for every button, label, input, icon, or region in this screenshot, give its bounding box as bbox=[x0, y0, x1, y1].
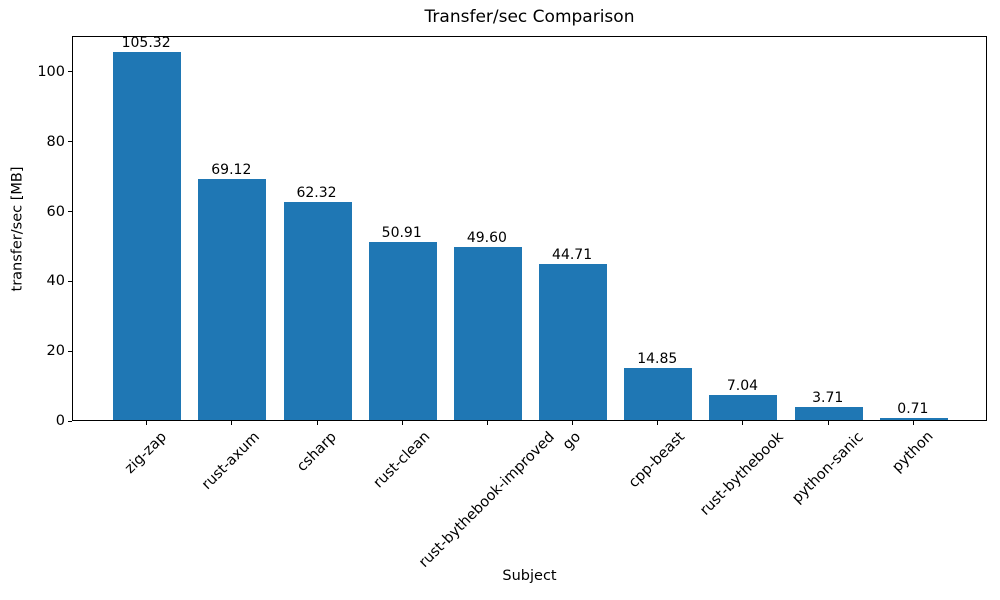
x-tick-mark bbox=[572, 421, 574, 425]
x-tick-mark bbox=[742, 421, 744, 425]
bar bbox=[283, 202, 352, 420]
x-tick-label: rust-bythebook bbox=[697, 428, 788, 519]
bar bbox=[113, 52, 182, 420]
bar bbox=[794, 407, 863, 420]
y-axis-label: transfer/sec [MB] bbox=[9, 166, 26, 291]
x-tick-mark bbox=[912, 421, 914, 425]
bar bbox=[198, 178, 267, 420]
x-tick-label: rust-bythebook-improved bbox=[416, 428, 558, 571]
bar bbox=[539, 263, 608, 420]
x-tick-label: rust-axum bbox=[199, 428, 264, 493]
x-tick-label: python-sanic bbox=[788, 428, 867, 507]
x-tick-mark bbox=[146, 421, 148, 425]
x-tick-mark bbox=[657, 421, 659, 425]
x-tick-label: rust-clean bbox=[370, 428, 434, 492]
x-tick-mark bbox=[401, 421, 403, 425]
x-tick-mark bbox=[231, 421, 233, 425]
bar bbox=[624, 368, 693, 420]
bar bbox=[453, 246, 522, 420]
x-tick-label: cpp-beast bbox=[626, 428, 689, 491]
chart-title: Transfer/sec Comparison bbox=[424, 7, 635, 27]
x-tick-label: csharp bbox=[293, 428, 340, 475]
bar bbox=[368, 242, 437, 420]
bar bbox=[879, 417, 948, 420]
y-axis-label-container: transfer/sec [MB] bbox=[0, 36, 34, 421]
x-tick-label: python bbox=[889, 428, 937, 477]
x-tick-mark bbox=[316, 421, 318, 425]
x-axis-label: Subject bbox=[502, 568, 557, 584]
x-tick-mark bbox=[827, 421, 829, 425]
bar bbox=[709, 395, 778, 420]
x-tick-label: go bbox=[560, 428, 585, 453]
plot-area bbox=[72, 36, 987, 421]
x-tick-label: zig-zap bbox=[122, 428, 171, 477]
x-tick-mark bbox=[486, 421, 488, 425]
